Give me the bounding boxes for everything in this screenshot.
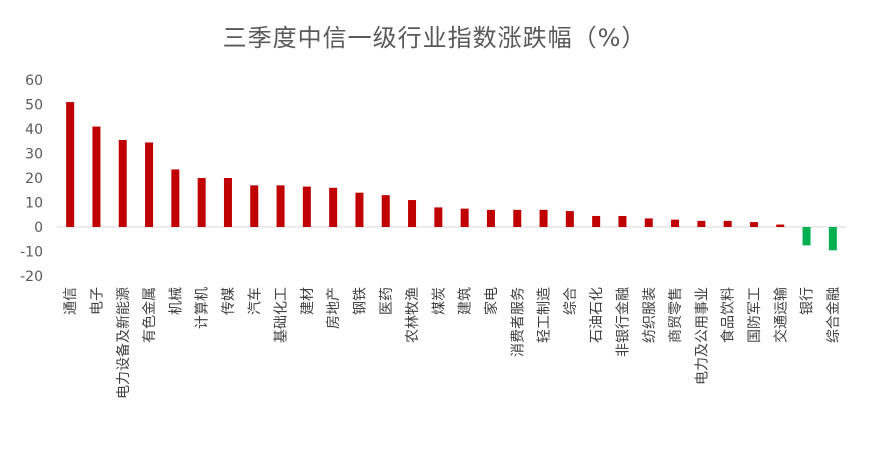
bar-29 <box>802 227 811 246</box>
bar-19 <box>539 209 548 227</box>
bar-12 <box>355 192 364 227</box>
category-label: 石油石化 <box>589 287 605 343</box>
category-label: 通信 <box>63 287 79 315</box>
chart-title: 三季度中信一级行业指数涨跌幅（%） <box>222 24 647 52</box>
bar-22 <box>618 215 627 227</box>
bar-21 <box>592 215 601 227</box>
category-label: 轻工制造 <box>537 287 553 343</box>
category-label: 国防军工 <box>747 287 763 343</box>
bar-14 <box>408 200 417 227</box>
category-label: 消费者服务 <box>510 287 526 357</box>
category-label: 电子 <box>89 287 105 315</box>
category-label: 基础化工 <box>273 287 290 343</box>
category-label: 电力及公用事业 <box>694 287 710 385</box>
category-label: 综合 <box>563 287 579 315</box>
category-label: 综合金融 <box>826 287 842 343</box>
bar-27 <box>749 222 758 227</box>
bar-18 <box>513 209 522 227</box>
bar-17 <box>486 209 495 227</box>
category-label: 交通运输 <box>772 287 789 343</box>
y-tick-label: 40 <box>25 122 43 138</box>
bar-1 <box>66 102 75 227</box>
category-label: 煤炭 <box>431 287 447 315</box>
bar-15 <box>434 207 443 227</box>
category-label: 电力设备及新能源 <box>115 287 132 399</box>
bar-6 <box>197 178 206 227</box>
bar-28 <box>776 224 785 227</box>
bar-24 <box>671 219 680 227</box>
bar-2 <box>92 126 101 227</box>
category-label: 食品饮料 <box>720 287 737 343</box>
category-label: 有色金属 <box>141 287 158 343</box>
bar-5 <box>171 169 180 227</box>
bar-11 <box>329 187 338 227</box>
y-tick-label: -10 <box>20 245 43 261</box>
y-tick-label: -20 <box>20 269 43 285</box>
bar-3 <box>118 140 127 227</box>
category-label: 汽车 <box>246 287 263 315</box>
bar-26 <box>723 220 732 227</box>
bar-8 <box>250 185 259 227</box>
category-label: 传媒 <box>221 287 237 315</box>
category-label: 非银行金融 <box>615 287 631 357</box>
category-label: 建筑 <box>458 287 474 315</box>
category-label: 钢铁 <box>352 287 368 315</box>
bar-20 <box>565 211 574 227</box>
category-label: 纺织服装 <box>642 287 658 343</box>
bar-23 <box>644 218 653 227</box>
category-label: 计算机 <box>195 287 211 329</box>
bar-10 <box>302 186 311 227</box>
y-tick-label: 30 <box>25 147 43 163</box>
bar-9 <box>276 185 285 227</box>
category-label: 房地产 <box>326 287 342 329</box>
bar-25 <box>697 220 706 227</box>
category-label: 医药 <box>379 287 395 315</box>
y-tick-label: 10 <box>25 196 43 212</box>
category-label: 机械 <box>168 287 184 315</box>
y-tick-label: 20 <box>25 171 43 187</box>
y-tick-label: 50 <box>25 98 43 114</box>
bar-7 <box>223 178 232 227</box>
bar-13 <box>381 195 390 227</box>
category-label: 商贸零售 <box>668 287 684 343</box>
category-label: 家电 <box>483 287 500 315</box>
y-tick-label: 60 <box>25 73 43 89</box>
bar-16 <box>460 208 469 227</box>
category-label: 农林牧渔 <box>405 287 421 343</box>
bar-30 <box>828 227 837 251</box>
y-tick-label: 0 <box>34 220 43 236</box>
bar-4 <box>145 142 154 227</box>
category-label: 银行 <box>800 287 816 315</box>
category-label: 建材 <box>300 287 316 315</box>
